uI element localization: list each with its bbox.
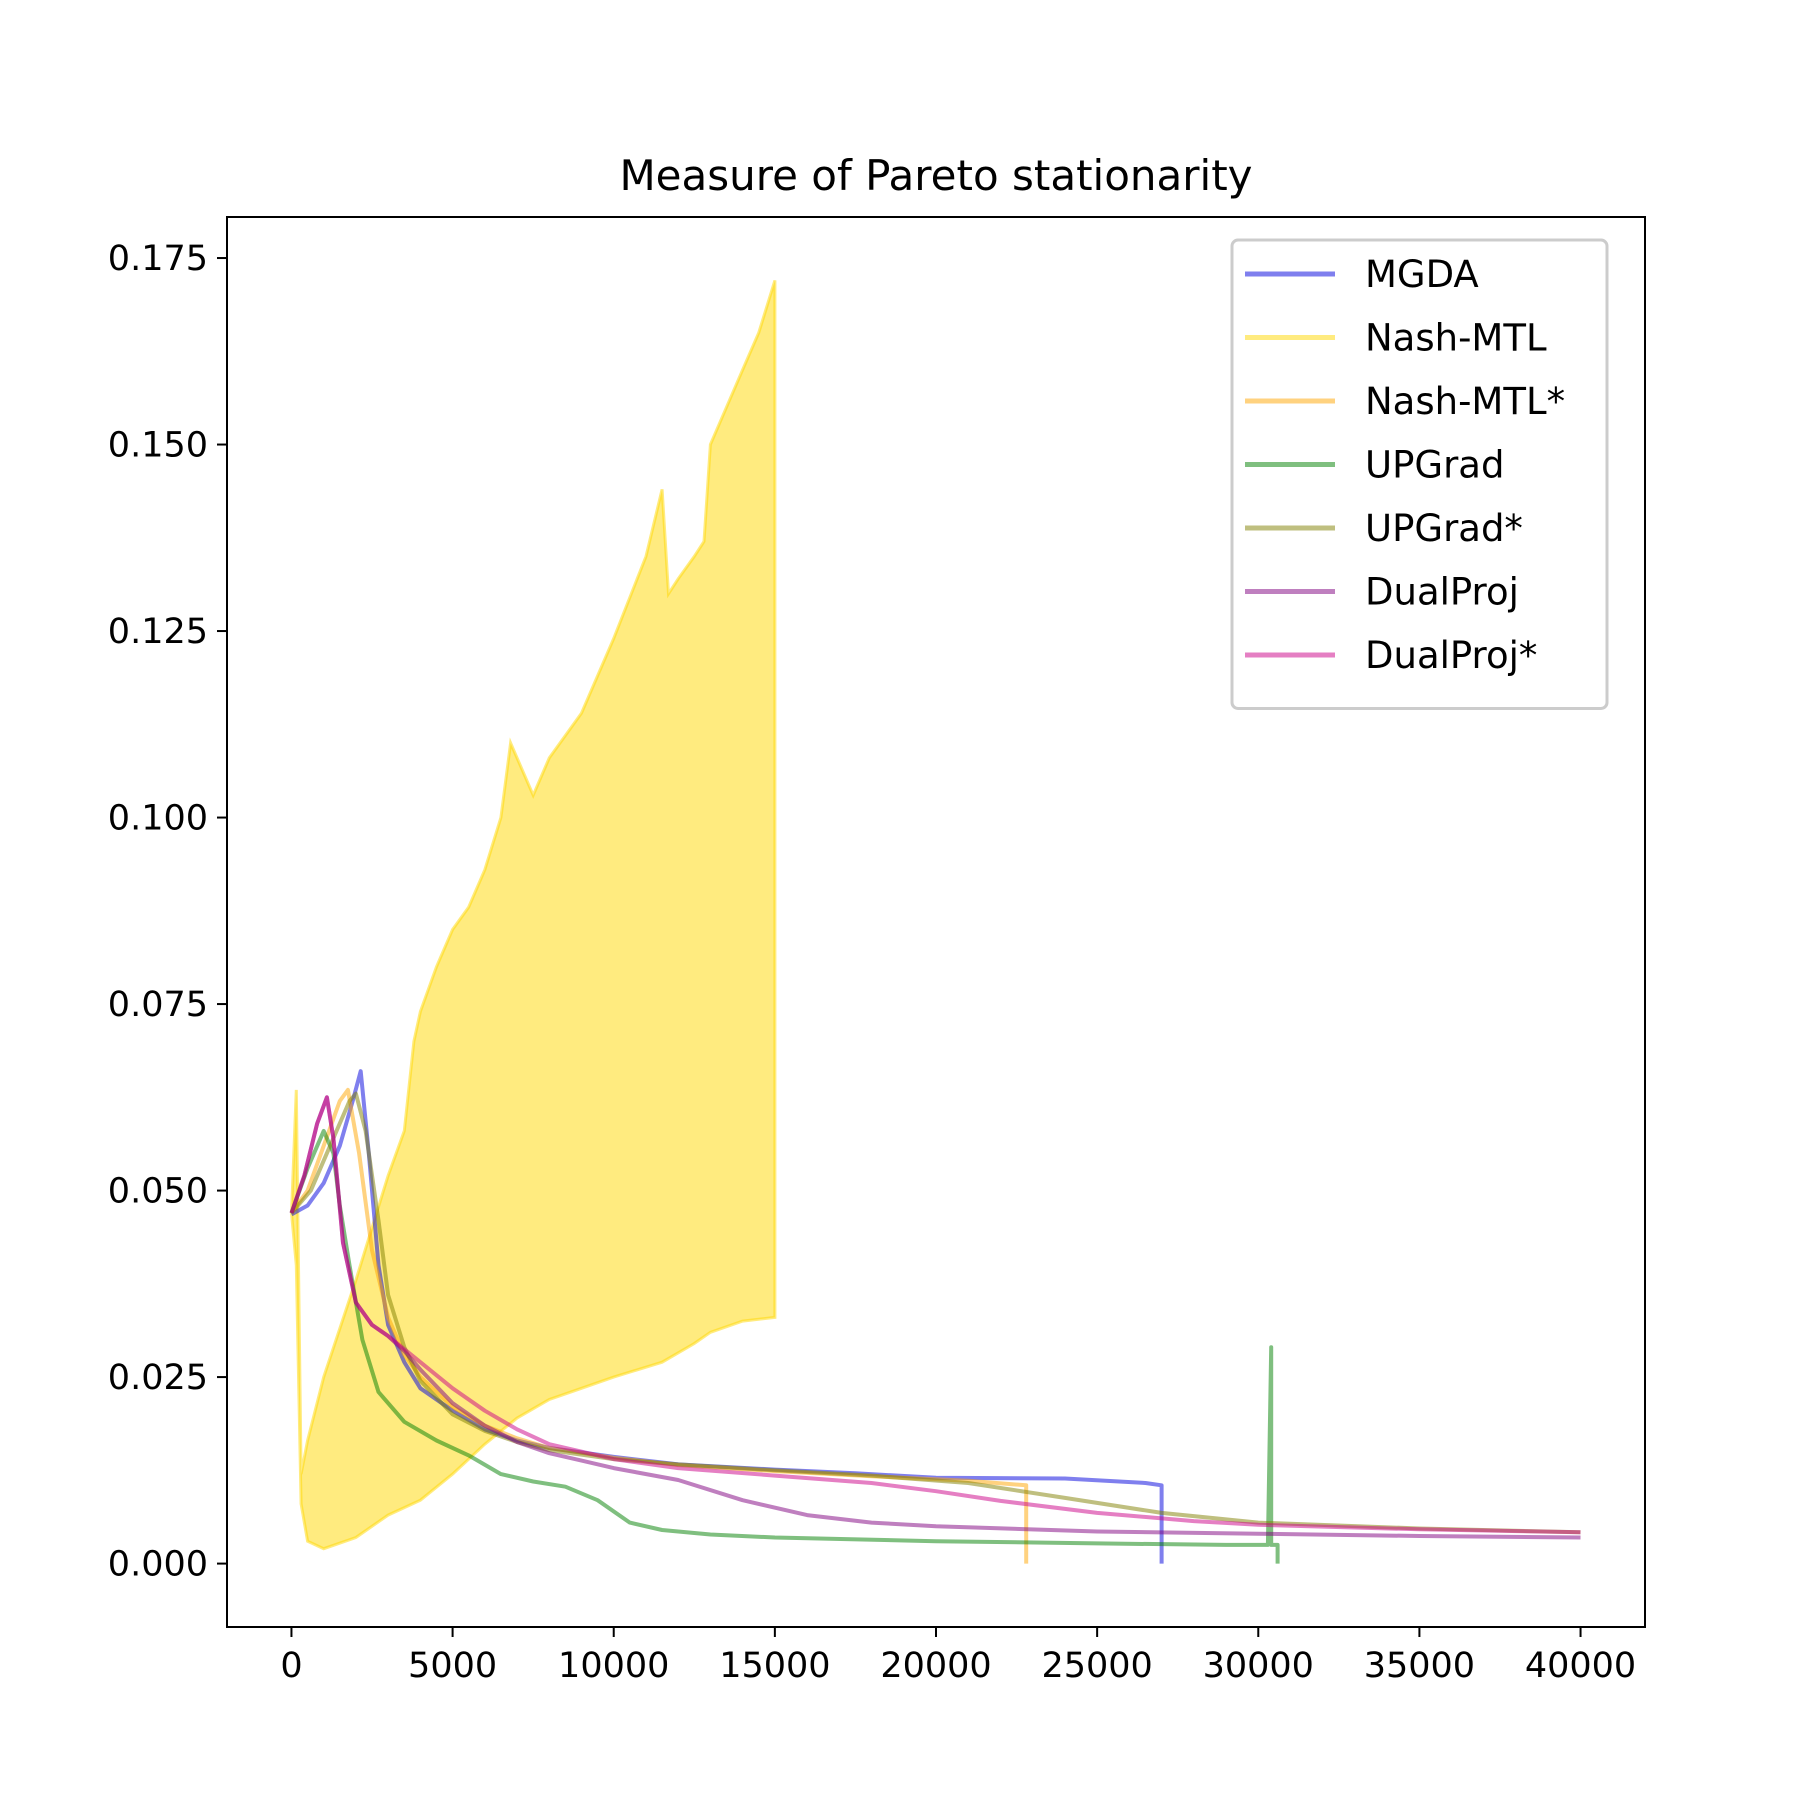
chart-title: Measure of Pareto stationarity: [619, 151, 1252, 200]
x-axis: 0 5000 10000 15000 20000 25000 30000 35000 40000: [280, 1627, 1636, 1686]
legend-label-mgda: MGDA: [1365, 253, 1479, 296]
legend-label-nash-mtl-star: Nash-MTL*: [1365, 380, 1565, 423]
series-upgrad-star-line: [289, 1091, 1581, 1535]
y-tick-label: 0.100: [108, 799, 208, 839]
y-tick-label: 0.050: [108, 1172, 208, 1212]
legend-label-nash-mtl: Nash-MTL: [1365, 317, 1547, 360]
legend-label-dualproj: DualProj: [1365, 571, 1519, 614]
legend-label-dualproj-star: DualProj*: [1365, 634, 1537, 677]
legend-label-upgrad-star: UPGrad*: [1365, 507, 1523, 550]
x-tick-label: 35000: [1364, 1646, 1475, 1686]
x-tick-label: 30000: [1203, 1646, 1314, 1686]
y-tick-label: 0.000: [108, 1545, 208, 1585]
x-tick-label: 15000: [719, 1646, 830, 1686]
x-tick-label: 0: [280, 1646, 302, 1686]
y-tick-label: 0.150: [108, 426, 208, 466]
x-tick-label: 5000: [408, 1646, 497, 1686]
x-tick-label: 20000: [880, 1646, 991, 1686]
y-axis: 0.000 0.025 0.050 0.075 0.100 0.125 0.150 0.175: [108, 239, 227, 1585]
y-tick-label: 0.075: [108, 985, 208, 1025]
x-tick-label: 10000: [558, 1646, 669, 1686]
x-tick-label: 25000: [1041, 1646, 1152, 1686]
series-nash-mtl-band: [289, 279, 777, 1551]
y-tick-label: 0.175: [108, 239, 208, 279]
legend-label-upgrad: UPGrad: [1365, 444, 1504, 487]
legend: MGDA Nash-MTL Nash-MTL* UPGrad UPGrad* DualPr…: [1230, 238, 1609, 710]
y-tick-label: 0.025: [108, 1358, 208, 1398]
series-dualproj-star-line: [289, 1095, 1581, 1535]
x-tick-label: 40000: [1525, 1646, 1636, 1686]
series-layer: [289, 279, 1581, 1564]
y-tick-label: 0.125: [108, 612, 208, 652]
